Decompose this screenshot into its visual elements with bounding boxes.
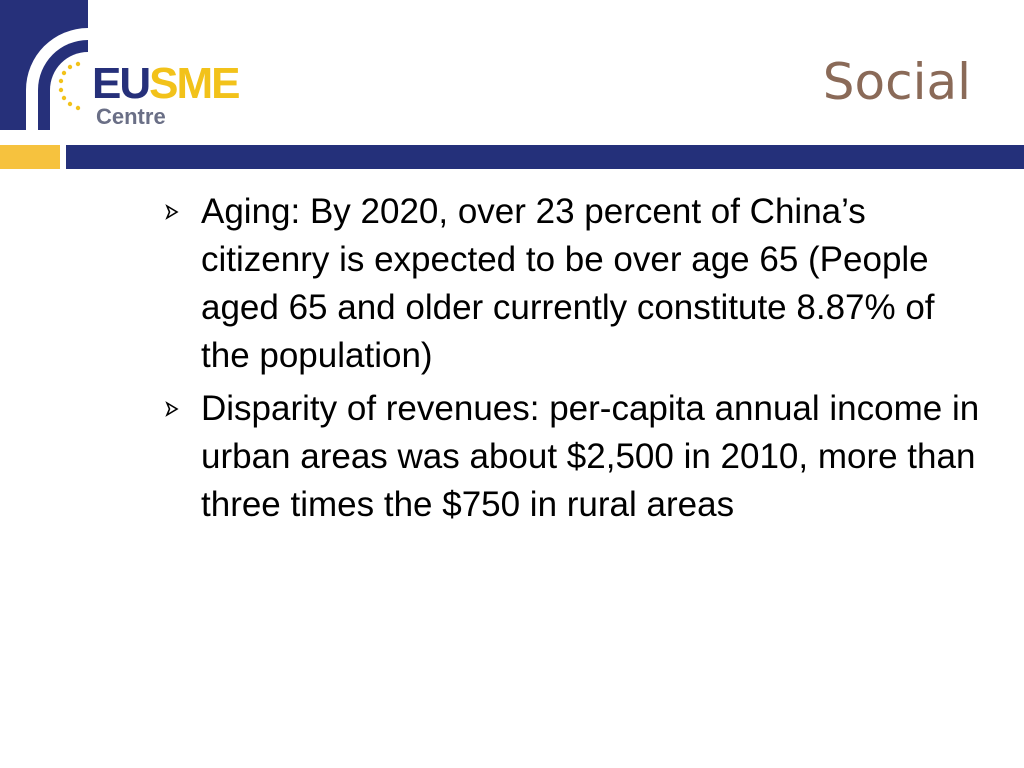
arrowhead-icon — [165, 204, 179, 220]
bullet-text: Disparity of revenues: per-capita annual… — [201, 389, 980, 524]
eusme-logo: EUSME Centre — [0, 0, 265, 136]
slide-title: Social — [822, 53, 971, 111]
logo-word-sme: SME — [149, 59, 240, 108]
header-rule-accent — [0, 145, 60, 169]
logo-wordmark: EUSME — [92, 59, 240, 108]
logo-emblem — [0, 0, 88, 130]
logo-word-eu: EU — [92, 59, 151, 108]
bullet-item-aging: Aging: By 2020, over 23 percent of China… — [160, 188, 980, 380]
header-rule — [66, 145, 1024, 169]
bullet-text: Aging: By 2020, over 23 percent of China… — [201, 192, 935, 375]
arrowhead-icon — [165, 401, 179, 417]
bullet-list: Aging: By 2020, over 23 percent of China… — [160, 188, 980, 534]
logo-subtitle: Centre — [96, 104, 166, 129]
bullet-item-disparity: Disparity of revenues: per-capita annual… — [160, 385, 980, 529]
